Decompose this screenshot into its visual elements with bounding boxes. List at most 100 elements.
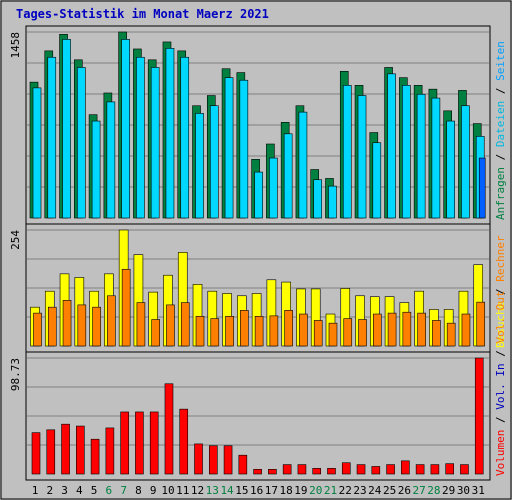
- x-tick-label: 7: [120, 484, 127, 497]
- bar-volumen: [149, 411, 159, 475]
- x-tick-label: 8: [135, 484, 142, 497]
- bar-dateien: [416, 93, 426, 219]
- x-tick-label: 27: [413, 484, 426, 497]
- x-tick-label: 13: [206, 484, 219, 497]
- x-tick-label: 11: [176, 484, 189, 497]
- bar-volumen: [31, 432, 41, 475]
- x-tick-label: 23: [353, 484, 366, 497]
- bar-volumen: [208, 445, 218, 475]
- bar-dateien: [431, 97, 441, 219]
- x-tick-label: 31: [472, 484, 485, 497]
- x-tick-label: 19: [294, 484, 307, 497]
- bar-dateien: [461, 105, 470, 219]
- x-tick-label: 16: [250, 484, 263, 497]
- bar-rechner: [299, 313, 308, 347]
- bar-rechner: [62, 300, 72, 347]
- x-tick-label: 6: [106, 484, 113, 497]
- bar-dateien: [180, 56, 190, 219]
- bar-dateien: [313, 179, 323, 219]
- bar-volumen: [312, 468, 322, 475]
- y-tick-label: 98.73: [9, 358, 22, 391]
- x-tick-label: 12: [191, 484, 204, 497]
- bar-rechner: [417, 312, 426, 347]
- bar-rechner: [343, 318, 353, 347]
- bar-rechner: [358, 319, 367, 347]
- bar-volumen: [61, 423, 70, 475]
- bar-volumen: [164, 383, 174, 475]
- bar-volumen: [460, 464, 469, 475]
- x-tick-label: 10: [161, 484, 174, 497]
- bar-rechner: [284, 310, 293, 347]
- bar-dateien: [195, 113, 204, 219]
- bar-dateien: [239, 79, 249, 219]
- y-tick-label: 1458: [9, 32, 22, 59]
- legend-entry: Volumen: [494, 430, 507, 476]
- legend-entry: /: [494, 147, 507, 167]
- bar-rechner: [313, 320, 323, 347]
- bar-rechner: [328, 322, 338, 347]
- bar-dateien: [165, 48, 175, 219]
- volume-panel-frame: [25, 351, 491, 481]
- bar-volumen: [238, 454, 248, 475]
- bar-volumen: [120, 411, 129, 475]
- bar-dateien: [372, 142, 382, 219]
- bar-rechner: [402, 311, 412, 347]
- bar-dateien: [106, 101, 116, 219]
- x-tick-label: 29: [442, 484, 455, 497]
- x-tick-label: 26: [398, 484, 411, 497]
- bar-dateien: [387, 73, 396, 219]
- bar-rechner: [136, 302, 146, 347]
- bar-dateien: [328, 185, 337, 219]
- bar-dateien: [402, 85, 411, 219]
- bar-dateien: [269, 157, 278, 219]
- bar-volumen: [223, 445, 233, 475]
- legend-entry: Seiten: [494, 41, 507, 81]
- bar-rechner: [446, 322, 456, 347]
- legend-entry: Vol. In: [494, 363, 507, 409]
- bar-dateien: [91, 120, 101, 219]
- bar-volumen: [179, 408, 189, 475]
- legend-entry: Rechner: [494, 235, 507, 282]
- legend-entry: Anfragen: [494, 167, 507, 220]
- bar-dateien: [298, 111, 308, 219]
- bar-rechner: [92, 306, 101, 347]
- legend: Besuche / Rechner: [494, 235, 507, 348]
- legend-entry: /: [494, 282, 507, 302]
- x-tick-label: 24: [368, 484, 382, 497]
- x-tick-label: 17: [265, 484, 278, 497]
- bar-volumen: [76, 425, 85, 475]
- x-tick-label: 30: [457, 484, 470, 497]
- bar-dateien: [209, 105, 219, 219]
- bar-dateien: [224, 77, 234, 219]
- bar-dateien: [62, 39, 71, 219]
- bar-volumen: [474, 357, 484, 475]
- bar-dateien: [254, 171, 263, 219]
- bar-dateien: [136, 56, 145, 219]
- bar-dateien: [357, 95, 367, 219]
- bar-rechner: [151, 319, 160, 347]
- bar-rechner: [476, 301, 486, 347]
- bar-rechner: [77, 304, 87, 347]
- y-tick-label: 254: [9, 230, 22, 250]
- x-tick-label: 4: [76, 484, 83, 497]
- bar-volumen: [194, 443, 203, 475]
- bar-dateien: [47, 56, 57, 219]
- bar-volumen: [445, 463, 454, 475]
- bar-dateien: [32, 87, 42, 219]
- x-tick-label: 9: [150, 484, 157, 497]
- x-tick-label: 15: [235, 484, 248, 497]
- bar-volumen: [401, 460, 410, 475]
- bar-seiten: [478, 157, 486, 219]
- bar-volumen: [268, 468, 277, 475]
- bar-dateien: [342, 85, 352, 219]
- visits-panel: 254 Besuche / Rechner: [9, 223, 507, 353]
- bar-dateien: [121, 39, 130, 219]
- bar-volumen: [371, 466, 381, 475]
- legend-entry: /: [494, 344, 507, 364]
- bar-volumen: [253, 468, 262, 475]
- x-tick-label: 21: [324, 484, 337, 497]
- bar-rechner: [47, 306, 57, 347]
